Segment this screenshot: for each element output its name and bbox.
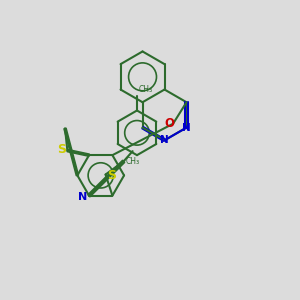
Text: S: S	[58, 142, 67, 156]
Text: CH₃: CH₃	[126, 157, 140, 166]
Text: CH₃: CH₃	[139, 85, 153, 94]
Text: S: S	[108, 169, 117, 182]
Text: N: N	[78, 192, 87, 202]
Text: N: N	[160, 135, 169, 145]
Text: O: O	[164, 117, 175, 130]
Text: N: N	[182, 123, 191, 133]
